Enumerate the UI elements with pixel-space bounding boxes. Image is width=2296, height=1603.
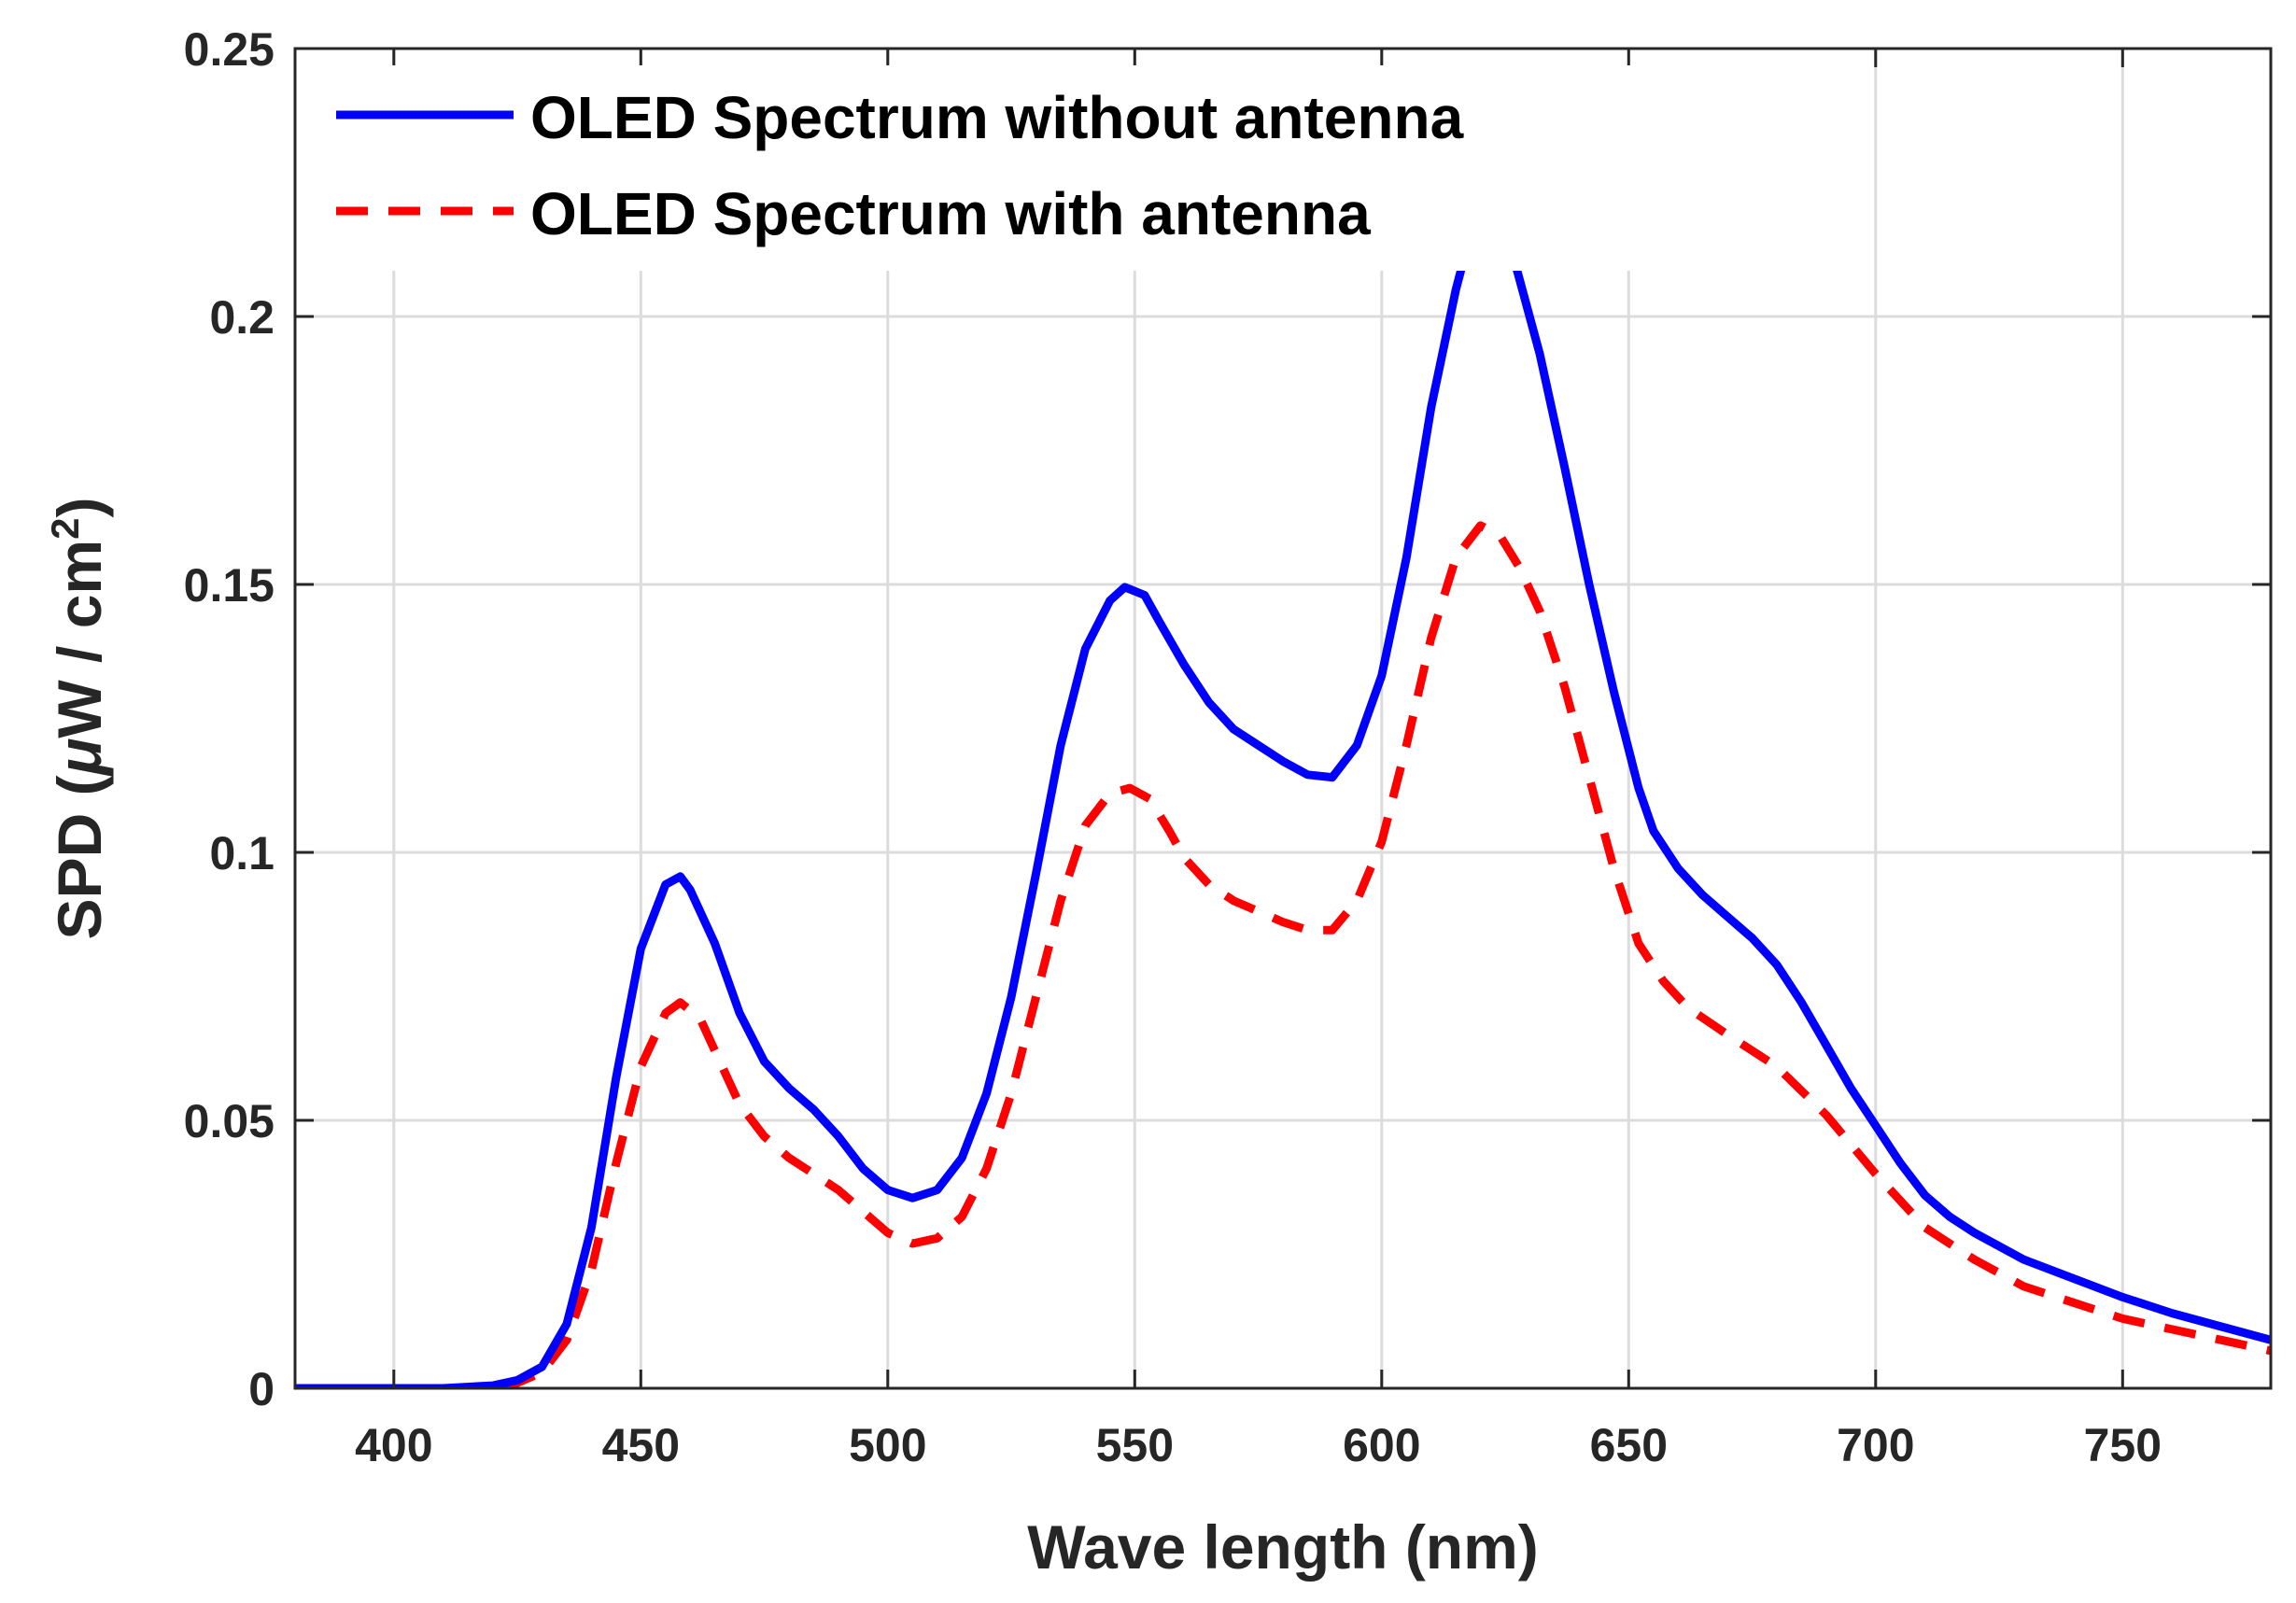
x-tick-label: 550 bbox=[1096, 1419, 1174, 1471]
y-axis-title-unit: W / cm bbox=[45, 540, 114, 738]
y-tick-label: 0.25 bbox=[184, 23, 275, 76]
data-series bbox=[295, 210, 2271, 1388]
y-tick-label: 0.2 bbox=[209, 291, 275, 344]
x-tick-label: 750 bbox=[2084, 1419, 2162, 1471]
series-line-with-antenna bbox=[295, 521, 2271, 1388]
series-line-without-antenna bbox=[295, 210, 2271, 1388]
y-axis-title-mu: μ bbox=[45, 738, 114, 778]
legend-label-with-antenna: OLED Spectrum with antenna bbox=[530, 180, 1371, 247]
legend-background bbox=[301, 65, 1701, 271]
x-axis-tick-labels: 400 450 500 550 600 650 700 750 bbox=[355, 1419, 2162, 1471]
grid-lines bbox=[295, 49, 2271, 1388]
y-tick-label: 0 bbox=[248, 1363, 275, 1415]
y-axis-title-suffix: ) bbox=[45, 498, 114, 518]
tick-marks bbox=[295, 47, 2271, 1390]
y-axis-title-prefix: SPD ( bbox=[45, 775, 114, 939]
y-tick-label: 0.05 bbox=[184, 1095, 275, 1147]
legend: OLED Spectrum without antenna OLED Spect… bbox=[301, 65, 1701, 271]
x-tick-label: 650 bbox=[1590, 1419, 1668, 1471]
x-tick-label: 600 bbox=[1343, 1419, 1420, 1471]
x-tick-label: 450 bbox=[602, 1419, 680, 1471]
y-axis-tick-labels: 0 0.05 0.1 0.15 0.2 0.25 bbox=[184, 23, 275, 1415]
y-tick-label: 0.1 bbox=[209, 827, 275, 879]
y-axis-title-exponent: 2 bbox=[43, 518, 87, 540]
x-tick-label: 400 bbox=[355, 1419, 432, 1471]
x-tick-label: 700 bbox=[1837, 1419, 1914, 1471]
legend-label-without-antenna: OLED Spectrum without antenna bbox=[530, 84, 1464, 151]
y-tick-label: 0.15 bbox=[184, 559, 275, 612]
y-axis-title: SPD (μW / cm2) bbox=[43, 498, 114, 940]
x-axis-title: Wave length (nm) bbox=[1027, 1512, 1539, 1582]
plot-area-border bbox=[293, 47, 2273, 1390]
x-tick-label: 500 bbox=[849, 1419, 926, 1471]
